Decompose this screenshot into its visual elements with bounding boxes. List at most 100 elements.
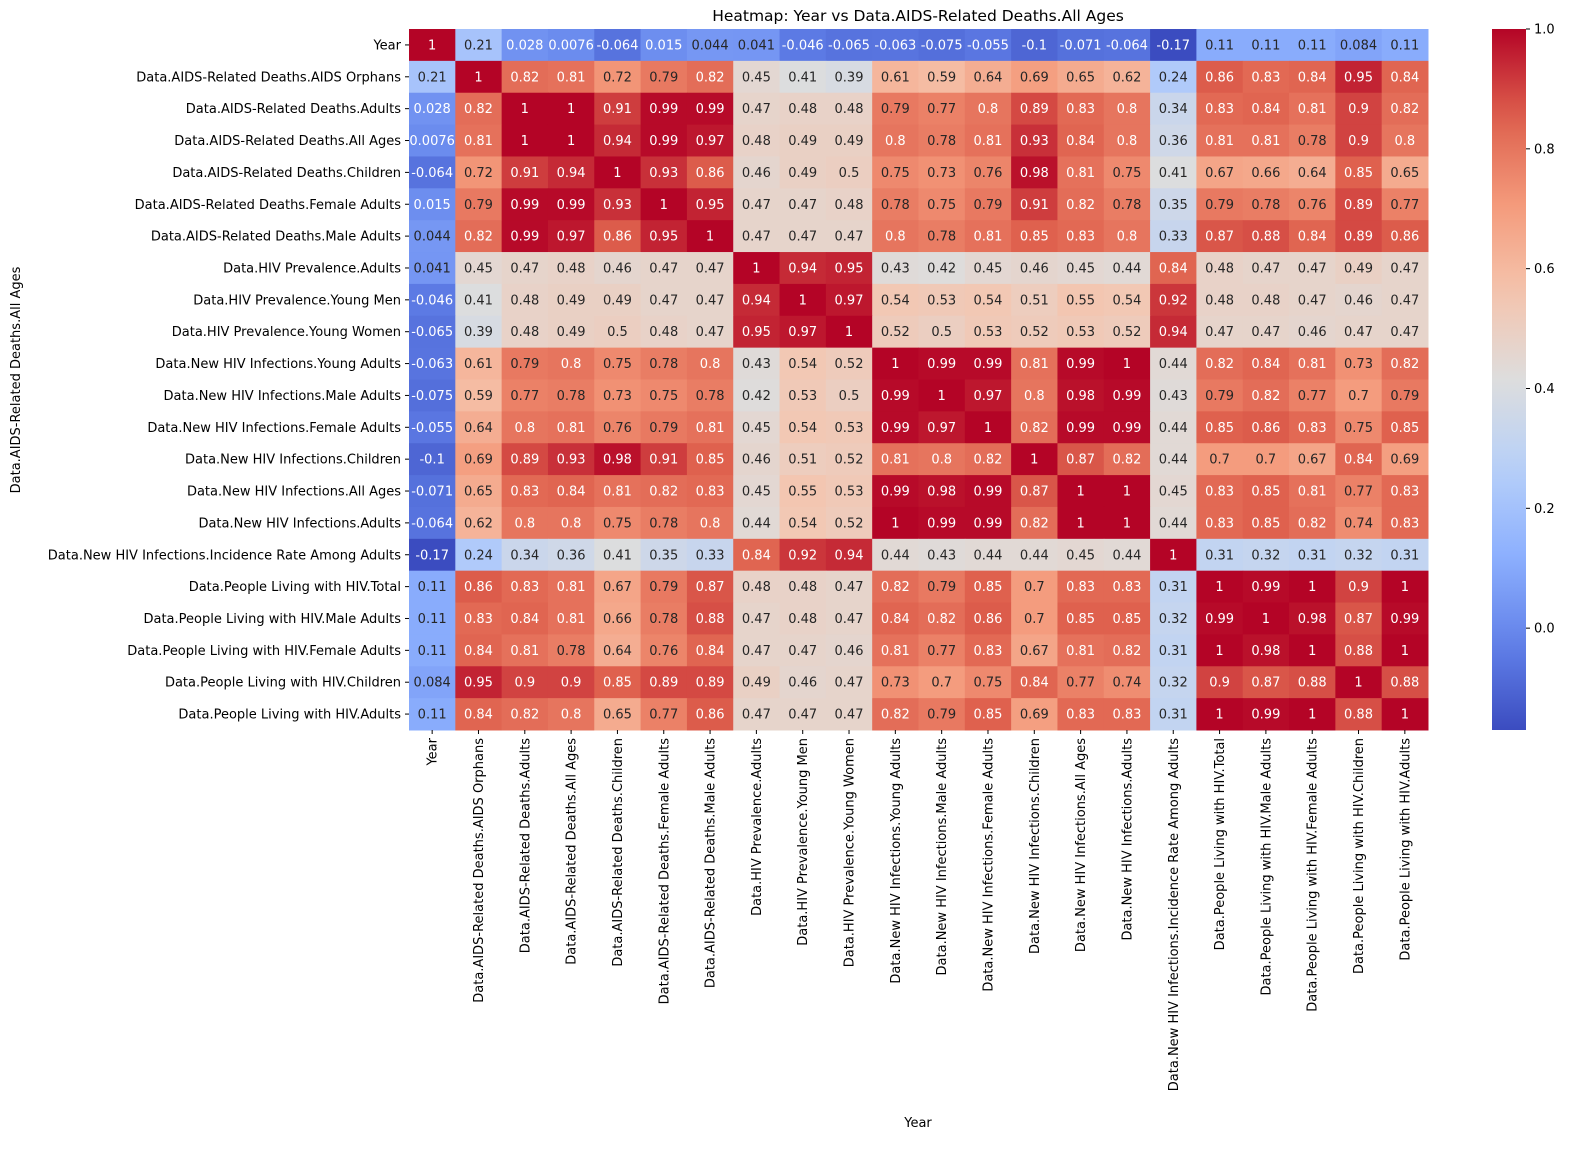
heatmap-cell [501,124,549,157]
cell-value-label: 0.44 [1159,421,1188,436]
cell-value-label: 0.82 [881,708,910,723]
heatmap-cell [1242,602,1290,635]
heatmap-cell [594,634,642,667]
heatmap-cell [825,124,873,157]
cell-value-label: 0.95 [742,325,771,340]
heatmap-cell [1011,315,1058,349]
cell-value-label: 0.81 [696,421,725,436]
cell-value-label: 0.8 [1117,230,1138,245]
heatmap-cell [1150,60,1197,94]
cell-value-label: 0.81 [1205,134,1234,149]
cell-value-label: 0.46 [1344,293,1373,308]
cell-value-label: 0.99 [881,421,910,436]
heatmap-cell [686,347,734,380]
heatmap-cell [1381,252,1429,285]
heatmap-cell [640,634,688,667]
cell-value-label: 0.78 [557,389,586,404]
y-tick-label: Data.People Living with HIV.Female Adult… [127,644,401,659]
heatmap-cell [733,411,781,444]
heatmap-cell [409,443,456,476]
heatmap-cell [1057,698,1105,731]
cell-value-label: 0.48 [557,261,586,276]
cell-value-label: 0.88 [1251,230,1280,245]
heatmap-cell [594,506,642,540]
cell-value-label: 0.0076 [409,134,455,149]
cell-value-label: 0.78 [649,612,678,627]
cell-value-label: 0.86 [464,580,493,595]
heatmap-cell [1242,124,1290,157]
heatmap-cell [1103,443,1151,476]
cell-value-label: 0.47 [696,325,725,340]
heatmap-cell [1381,347,1429,380]
heatmap-cell [1103,220,1151,253]
heatmap-cell [1011,252,1058,285]
heatmap-cell [918,602,966,635]
y-tick-labels: Year Data.AIDS-Related Deaths.AIDS Orphan… [48,38,409,723]
heatmap-cell [409,283,456,317]
heatmap-cell [918,443,966,476]
heatmap-cell [1196,379,1244,412]
heatmap-cell [1289,315,1336,349]
x-tick-label: Data.People Living with HIV.Male Adults [1259,738,1274,996]
heatmap-cell [455,29,503,62]
heatmap-cell [594,666,642,699]
heatmap-cell [1381,60,1429,94]
heatmap-cell [547,283,595,317]
heatmap-cell [872,29,919,62]
cell-value-label: 0.49 [603,293,632,308]
heatmap-cell [455,283,503,317]
cell-value-label: 0.81 [1298,357,1327,372]
heatmap-cell [501,92,549,126]
heatmap-cell [1057,252,1105,285]
heatmap-cell [1011,156,1058,189]
heatmap-cell [1103,666,1151,699]
heatmap-cell [501,315,549,349]
heatmap-cell [455,698,503,731]
cell-value-label: 1 [706,230,714,245]
heatmap-cell [501,379,549,412]
heatmap-cell [686,315,734,349]
cell-value-label: 0.49 [742,676,771,691]
cell-value-label: 0.46 [742,453,771,468]
heatmap-cell [455,379,503,412]
heatmap-cell [1011,634,1058,667]
heatmap-cell [1335,570,1383,604]
heatmap-cell [779,634,827,667]
cell-value-label: 0.99 [927,357,956,372]
cell-value-label: 0.028 [414,102,451,117]
cell-value-label: 1 [891,516,899,531]
heatmap-cell [594,347,642,380]
heatmap-cell [1381,220,1429,253]
heatmap-cells: 1 0.21 0.028 0.0076 -0.064 0.015 0.044 0.041 -0.… [409,29,1429,731]
cell-value-label: 0.83 [1298,421,1327,436]
heatmap-cell [918,506,966,540]
cell-value-label: 0.46 [1020,261,1049,276]
cell-value-label: 0.041 [738,38,775,53]
cell-value-label: 0.9 [514,676,535,691]
heatmap-cell [1057,124,1105,157]
heatmap-cell [1150,506,1197,540]
cell-value-label: 0.54 [974,293,1003,308]
y-tick-label: Data.New HIV Infections.Incidence Rate A… [48,548,401,563]
cell-value-label: 0.95 [649,230,678,245]
heatmap-cell [1381,602,1429,635]
x-tick-label: Data.New HIV Infections.Male Adults [935,738,950,976]
y-tick-label: Data.New HIV Infections.Male Adults [164,389,402,404]
heatmap-cell [547,666,595,699]
heatmap-cell [1242,29,1290,62]
cell-value-label: 0.93 [603,198,632,213]
cell-value-label: 0.36 [557,548,586,563]
heatmap-cell [640,443,688,476]
heatmap-cell [1057,506,1105,540]
heatmap-cell [1289,220,1336,253]
heatmap-cell [825,570,873,604]
heatmap-cell [1242,506,1290,540]
heatmap-cell [409,698,456,731]
heatmap-cell [872,411,919,444]
cell-value-label: 0.93 [649,166,678,181]
heatmap-cell [594,538,642,572]
y-tick-label: Data.People Living with HIV.Children [165,676,401,691]
cell-value-label: 0.52 [835,357,864,372]
cell-value-label: 0.48 [1205,261,1234,276]
heatmap-cell [825,443,873,476]
